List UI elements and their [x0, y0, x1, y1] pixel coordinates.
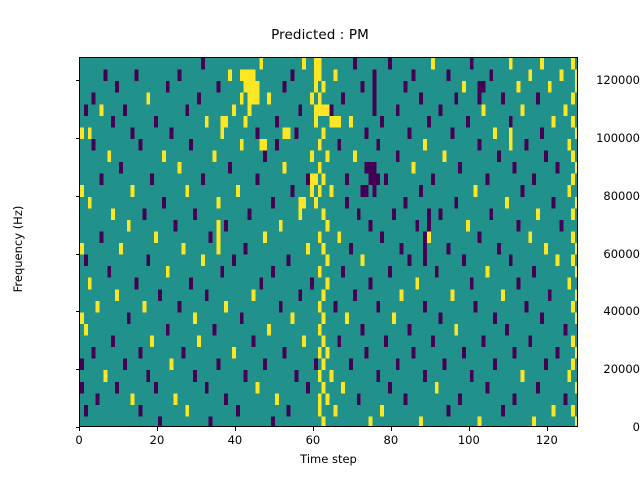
y-tick-mark: [75, 137, 79, 139]
x-tick-mark: [234, 427, 236, 431]
x-tick-label: 80: [383, 433, 399, 447]
y-tick-mark: [75, 253, 79, 255]
x-tick-label: 120: [535, 433, 558, 447]
x-tick-mark: [312, 427, 314, 431]
y-tick-label: 20000: [603, 362, 640, 377]
x-tick-label: 100: [457, 433, 480, 447]
y-tick-label: 60000: [603, 246, 640, 261]
x-tick-mark: [79, 427, 80, 431]
x-tick-mark: [390, 427, 392, 431]
y-tick-mark: [75, 80, 79, 82]
x-tick-mark: [468, 427, 470, 431]
y-tick-label: 120000: [596, 73, 640, 88]
x-tick-mark: [546, 427, 548, 431]
y-tick-label: 100000: [596, 130, 640, 145]
y-tick-mark: [75, 369, 79, 371]
x-tick-label: 20: [149, 433, 165, 447]
y-tick-label: 0: [632, 420, 640, 434]
heatmap-axes: [79, 57, 578, 427]
heatmap-image: [80, 58, 577, 426]
x-tick-label: 60: [305, 433, 321, 447]
y-tick-mark: [75, 195, 79, 197]
x-tick-mark: [156, 427, 158, 431]
x-tick-label: 0: [75, 433, 83, 447]
y-tick-label: 80000: [603, 188, 640, 203]
x-tick-label: 40: [227, 433, 243, 447]
y-tick-label: 40000: [603, 304, 640, 319]
x-axis-label: Time step: [300, 452, 357, 466]
page-title: Predicted : PM: [271, 27, 369, 43]
y-axis-label: Frequency (Hz): [11, 205, 25, 293]
y-tick-mark: [75, 311, 79, 313]
y-tick-mark: [75, 427, 79, 428]
